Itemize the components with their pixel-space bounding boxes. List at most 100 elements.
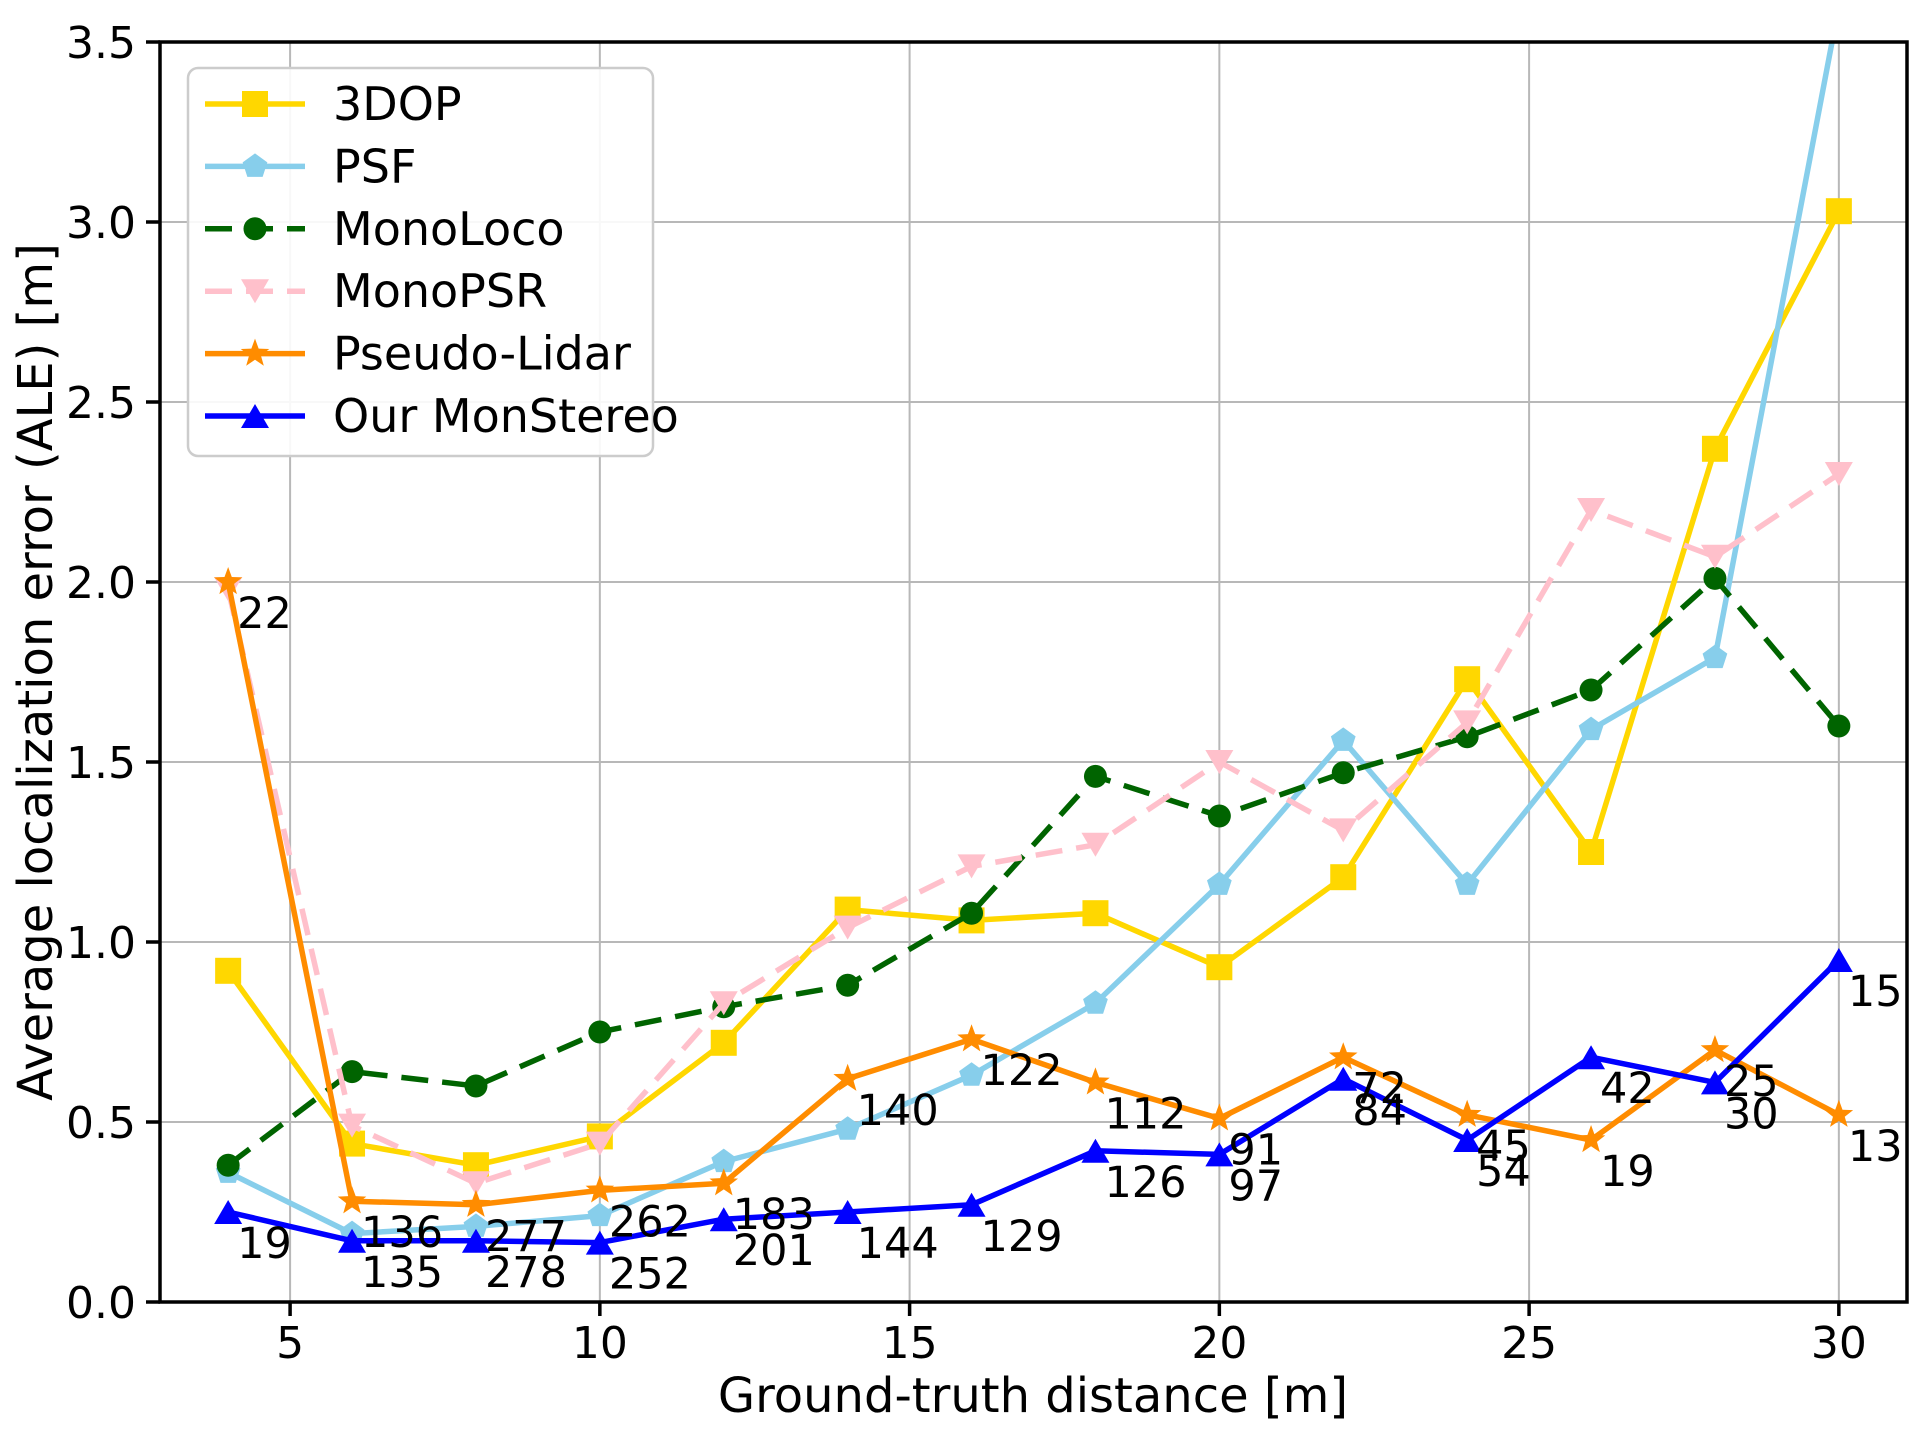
x-tick-label: 5: [276, 1318, 304, 1369]
legend-label: PSF: [333, 139, 416, 193]
count-label-monstereo: 19: [237, 1219, 292, 1269]
legend-label: 3DOP: [333, 77, 462, 131]
y-axis-label: Average localization error (ALE) [m]: [8, 243, 64, 1101]
data-point-our-monstereo: [1329, 1066, 1358, 1091]
data-point-psf: [1083, 990, 1108, 1014]
x-tick-label: 25: [1501, 1318, 1557, 1369]
x-tick-label: 10: [572, 1318, 628, 1369]
data-point-3dop: [1082, 900, 1109, 927]
count-label-monstereo: 135: [361, 1248, 443, 1298]
x-tick-label: 20: [1191, 1318, 1247, 1369]
data-point-our-monstereo: [1577, 1045, 1606, 1070]
legend-label: MonoLoco: [333, 202, 565, 256]
series-layer: [213, 42, 1854, 1255]
count-label-pseudo-lidar: 262: [609, 1197, 691, 1247]
legend-item-psf: PSF: [205, 139, 416, 193]
plot-frame: [158, 40, 1909, 1304]
count-label-pseudo-lidar: 91: [1228, 1125, 1283, 1175]
legend-marker-triangle-up-icon: [241, 404, 269, 428]
data-point-our-monstereo: [585, 1230, 614, 1255]
data-point-our-monstereo: [1081, 1138, 1110, 1163]
data-point-monopsr: [338, 1113, 367, 1138]
data-point-monopsr: [1453, 710, 1482, 735]
data-point-pseudo-lidar: [1205, 1103, 1234, 1131]
data-point-3dop: [1578, 839, 1605, 865]
data-point-monoloco: [1207, 804, 1231, 828]
data-point-3dop: [215, 957, 242, 984]
count-label-pseudo-lidar: 72: [1352, 1064, 1407, 1114]
legend-item-3dop: 3DOP: [205, 77, 462, 131]
data-point-monopsr: [585, 1131, 614, 1156]
data-point-monoloco: [340, 1060, 364, 1084]
y-tick-label: 0.0: [66, 1278, 136, 1329]
data-point-our-monstereo: [214, 1200, 243, 1224]
data-point-3dop: [1454, 666, 1481, 693]
data-point-monoloco: [588, 1020, 612, 1044]
data-point-our-monstereo: [1453, 1128, 1482, 1152]
count-label-monstereo: 54: [1476, 1147, 1531, 1197]
series-line-pseudo-lidar: [225, 581, 1841, 1208]
data-point-pseudo-lidar: [213, 567, 243, 595]
data-point-psf: [1454, 871, 1480, 895]
legend-marker-circle-icon: [243, 217, 267, 241]
series-line-monoloco: [226, 575, 1842, 1168]
legend-label: Pseudo-Lidar: [333, 327, 631, 381]
data-point-monoloco: [1331, 761, 1355, 785]
data-point-monopsr: [1329, 818, 1358, 843]
count-label-pseudo-lidar: 136: [361, 1208, 443, 1258]
data-point-pseudo-lidar: [1081, 1067, 1110, 1095]
count-label-monstereo: 129: [981, 1212, 1063, 1262]
data-point-monoloco: [1579, 678, 1603, 702]
data-point-psf: [835, 1116, 861, 1140]
data-point-monopsr: [461, 1171, 490, 1196]
y-tick-label: 1.5: [66, 738, 136, 789]
x-axis-label: Ground-truth distance [m]: [718, 1368, 1348, 1424]
count-label-pseudo-lidar: 112: [1104, 1089, 1186, 1139]
count-label-monstereo: 42: [1600, 1064, 1655, 1114]
data-point-our-monstereo: [461, 1228, 490, 1253]
data-point-3dop: [1206, 954, 1233, 981]
count-label-pseudo-lidar: 122: [981, 1046, 1063, 1096]
data-point-our-monstereo: [1824, 948, 1853, 972]
y-tick-label: 2.5: [66, 378, 136, 429]
legend-marker-star-icon: [240, 338, 270, 366]
count-label-pseudo-lidar: 22: [237, 589, 292, 639]
data-point-monoloco: [1703, 566, 1727, 590]
tick-layer: 5 10 15 20 25 300.00.51.01.52.02.53.03.5: [66, 18, 1867, 1369]
legend-label: Our MonStereo: [333, 389, 679, 443]
count-label-pseudo-lidar: 19: [1600, 1147, 1655, 1197]
data-point-psf: [463, 1213, 489, 1237]
data-point-pseudo-lidar: [709, 1168, 739, 1196]
data-point-3dop: [1330, 864, 1357, 891]
data-point-monoloco: [216, 1153, 240, 1177]
data-point-our-monstereo: [709, 1207, 738, 1232]
data-point-monopsr: [709, 991, 738, 1016]
count-label-monstereo: 84: [1352, 1086, 1407, 1136]
legend-marker-square-icon: [242, 91, 268, 117]
count-label-monstereo: 144: [857, 1219, 939, 1269]
legend-marker-triangle-down-icon: [241, 279, 269, 304]
data-point-pseudo-lidar: [833, 1063, 862, 1091]
y-tick-label: 1.0: [66, 918, 136, 969]
series-line-3dop: [225, 209, 1842, 1168]
data-point-psf: [959, 1062, 984, 1086]
data-point-monoloco: [464, 1074, 488, 1098]
count-label-monstereo: 126: [1104, 1158, 1186, 1208]
data-point-pseudo-lidar: [1700, 1035, 1730, 1063]
data-point-psf: [1330, 727, 1356, 751]
legend-item-pseudo-lidar: Pseudo-Lidar: [205, 327, 631, 381]
data-point-psf: [711, 1148, 737, 1173]
count-label-monstereo: 97: [1228, 1161, 1283, 1211]
data-point-3dop: [1701, 435, 1728, 462]
legend-item-our-monstereo: Our MonStereo: [205, 389, 679, 443]
data-point-pseudo-lidar: [1576, 1125, 1606, 1153]
data-point-monopsr: [957, 854, 986, 879]
data-point-3dop: [710, 1029, 737, 1056]
count-label-monstereo: 15: [1848, 967, 1903, 1017]
data-point-monopsr: [1700, 544, 1729, 569]
data-point-pseudo-lidar: [585, 1175, 615, 1203]
data-point-pseudo-lidar: [337, 1186, 367, 1214]
data-point-monoloco: [1827, 714, 1851, 738]
data-point-pseudo-lidar: [1452, 1099, 1482, 1127]
